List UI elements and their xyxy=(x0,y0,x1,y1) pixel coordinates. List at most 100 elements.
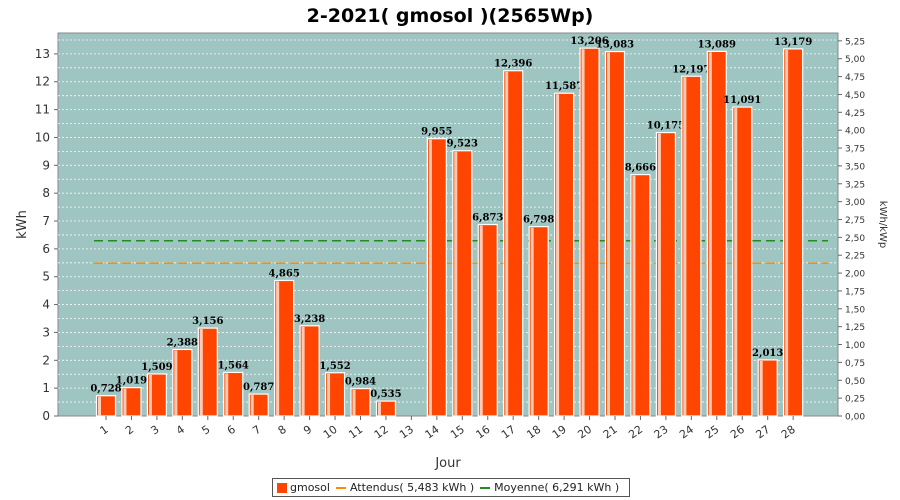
x-tick-label-5: 5 xyxy=(199,423,212,438)
x-tick-label-17: 17 xyxy=(499,423,518,442)
data-label-28: 13,179 xyxy=(774,37,812,48)
bar-highlight-21 xyxy=(607,52,610,417)
y2-tick-label: 0,25 xyxy=(845,395,865,405)
y-tick-label: 8 xyxy=(42,186,50,200)
data-label-5: 3,156 xyxy=(192,316,223,327)
y2-axis-title: kWh/kWp xyxy=(877,201,888,248)
bar-highlight-18 xyxy=(530,227,534,416)
data-label-24: 12,197 xyxy=(672,64,710,75)
x-tick-label-11: 11 xyxy=(346,423,365,442)
data-label-25: 13,089 xyxy=(698,39,736,50)
legend-swatch-moyenne xyxy=(480,486,491,489)
y2-tick-label: 5,25 xyxy=(845,37,865,47)
data-label-12: 0,535 xyxy=(370,389,401,400)
data-label-27: 2,013 xyxy=(752,348,783,359)
y2-tick-label: 4,00 xyxy=(845,127,865,137)
bar-highlight-14 xyxy=(428,139,432,416)
data-label-11: 0,984 xyxy=(345,377,376,388)
bar-highlight-2 xyxy=(123,388,127,416)
bar-highlight-26 xyxy=(734,108,738,416)
y2-tick-label: 0,50 xyxy=(845,377,865,387)
data-label-14: 9,955 xyxy=(421,127,452,138)
legend-item-moyenne: Moyenne( 6,291 kWh ) xyxy=(480,481,619,494)
bar-highlight-4 xyxy=(174,350,178,416)
y2-tick-label: 0,75 xyxy=(845,359,865,369)
y2-tick-label: 3,00 xyxy=(845,198,865,208)
bar-highlight-28 xyxy=(785,49,789,417)
x-tick-label-13: 13 xyxy=(397,423,416,442)
data-label-10: 1,552 xyxy=(319,361,350,372)
bar-highlight-8 xyxy=(276,281,280,416)
x-tick-label-1: 1 xyxy=(98,423,111,438)
data-label-3: 1,509 xyxy=(141,362,172,373)
data-label-7: 0,787 xyxy=(243,382,274,393)
x-tick-label-23: 23 xyxy=(652,423,671,442)
data-label-1: 0,728 xyxy=(90,384,121,395)
x-tick-label-27: 27 xyxy=(753,423,772,442)
bar-highlight-27 xyxy=(759,360,763,416)
y-tick-label: 1 xyxy=(42,381,50,395)
y2-tick-label: 1,25 xyxy=(845,323,865,333)
bar-highlight-5 xyxy=(199,329,203,416)
y2-tick-label: 3,50 xyxy=(845,162,865,172)
data-label-18: 6,798 xyxy=(523,215,554,226)
data-label-2: 1,019 xyxy=(116,376,147,387)
x-tick-label-8: 8 xyxy=(276,423,289,438)
bar-highlight-17 xyxy=(505,71,509,416)
bar-highlight-20 xyxy=(581,49,585,417)
legend-label-attendus: Attendus( 5,483 kWh ) xyxy=(349,481,475,494)
y2-tick-label: 1,75 xyxy=(845,287,865,297)
legend-swatch-gmosol xyxy=(277,482,287,493)
y-tick-label: 9 xyxy=(42,158,50,172)
y-tick-label: 10 xyxy=(35,130,50,144)
bar-highlight-19 xyxy=(556,94,560,416)
x-tick-label-21: 21 xyxy=(601,423,620,442)
bar-highlight-3 xyxy=(148,374,152,416)
x-tick-label-3: 3 xyxy=(148,423,161,438)
data-label-4: 2,388 xyxy=(167,337,198,348)
y-axis-title: kWh xyxy=(15,210,30,239)
y2-tick-label: 1,50 xyxy=(845,305,865,315)
bar-highlight-12 xyxy=(377,402,381,416)
bar-highlight-15 xyxy=(454,151,458,417)
y2-tick-label: 4,75 xyxy=(845,73,865,83)
data-label-21: 13,083 xyxy=(596,40,634,51)
y2-tick-label: 3,75 xyxy=(845,145,865,155)
y2-tick-label: 4,25 xyxy=(845,109,865,119)
y2-tick-label: 1,00 xyxy=(845,341,865,351)
x-tick-label-20: 20 xyxy=(575,423,594,442)
x-tick-label-24: 24 xyxy=(677,423,696,442)
bar-highlight-9 xyxy=(301,326,305,416)
y2-tick-label: 2,75 xyxy=(845,216,865,226)
data-label-16: 6,873 xyxy=(472,213,503,224)
y2-tick-label: 5,00 xyxy=(845,55,865,65)
legend: gmosol Attendus( 5,483 kWh ) Moyenne( 6,… xyxy=(272,478,630,497)
x-tick-label-12: 12 xyxy=(372,423,391,442)
bar-highlight-16 xyxy=(479,225,483,416)
data-label-15: 9,523 xyxy=(447,139,478,150)
y-tick-label: 2 xyxy=(42,353,50,367)
x-tick-label-16: 16 xyxy=(474,423,493,442)
y-tick-label: 0 xyxy=(42,409,50,423)
x-tick-label-7: 7 xyxy=(250,423,263,438)
data-label-8: 4,865 xyxy=(268,268,299,279)
legend-label-moyenne: Moyenne( 6,291 kWh ) xyxy=(494,481,620,494)
data-label-6: 1,564 xyxy=(218,360,249,371)
y2-tick-label: 0,00 xyxy=(845,413,865,423)
y2-tick-label: 4,50 xyxy=(845,91,865,101)
x-tick-label-6: 6 xyxy=(225,423,238,438)
bar-highlight-22 xyxy=(632,175,636,416)
x-tick-label-10: 10 xyxy=(321,423,340,442)
y-tick-label: 6 xyxy=(42,242,50,256)
data-label-26: 11,091 xyxy=(723,95,761,106)
x-tick-label-2: 2 xyxy=(123,423,136,438)
x-tick-label-25: 25 xyxy=(703,423,722,442)
x-axis-title: Jour xyxy=(434,456,461,471)
legend-label-gmosol: gmosol xyxy=(290,481,330,494)
y2-tick-label: 3,25 xyxy=(845,180,865,190)
bar-highlight-25 xyxy=(708,52,712,416)
x-tick-label-15: 15 xyxy=(448,423,467,442)
legend-item-attendus: Attendus( 5,483 kWh ) xyxy=(335,481,475,494)
